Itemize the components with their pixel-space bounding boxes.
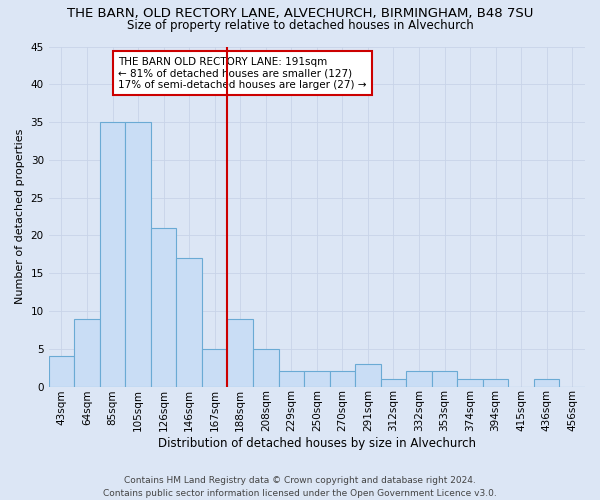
Bar [49,356,74,386]
Bar [151,228,176,386]
Bar [304,372,329,386]
Y-axis label: Number of detached properties: Number of detached properties [15,129,25,304]
Bar [202,349,227,387]
Bar [483,379,508,386]
Bar [253,349,278,387]
Text: THE BARN OLD RECTORY LANE: 191sqm
← 81% of detached houses are smaller (127)
17%: THE BARN OLD RECTORY LANE: 191sqm ← 81% … [118,56,367,90]
Bar [380,379,406,386]
Bar [457,379,483,386]
Text: Size of property relative to detached houses in Alvechurch: Size of property relative to detached ho… [127,18,473,32]
Bar [176,258,202,386]
Bar [355,364,380,386]
Text: THE BARN, OLD RECTORY LANE, ALVECHURCH, BIRMINGHAM, B48 7SU: THE BARN, OLD RECTORY LANE, ALVECHURCH, … [67,8,533,20]
Bar [74,318,100,386]
Bar [534,379,559,386]
Bar [227,318,253,386]
Text: Contains HM Land Registry data © Crown copyright and database right 2024.
Contai: Contains HM Land Registry data © Crown c… [103,476,497,498]
X-axis label: Distribution of detached houses by size in Alvechurch: Distribution of detached houses by size … [158,437,476,450]
Bar [432,372,457,386]
Bar [278,372,304,386]
Bar [125,122,151,386]
Bar [100,122,125,386]
Bar [406,372,432,386]
Bar [329,372,355,386]
